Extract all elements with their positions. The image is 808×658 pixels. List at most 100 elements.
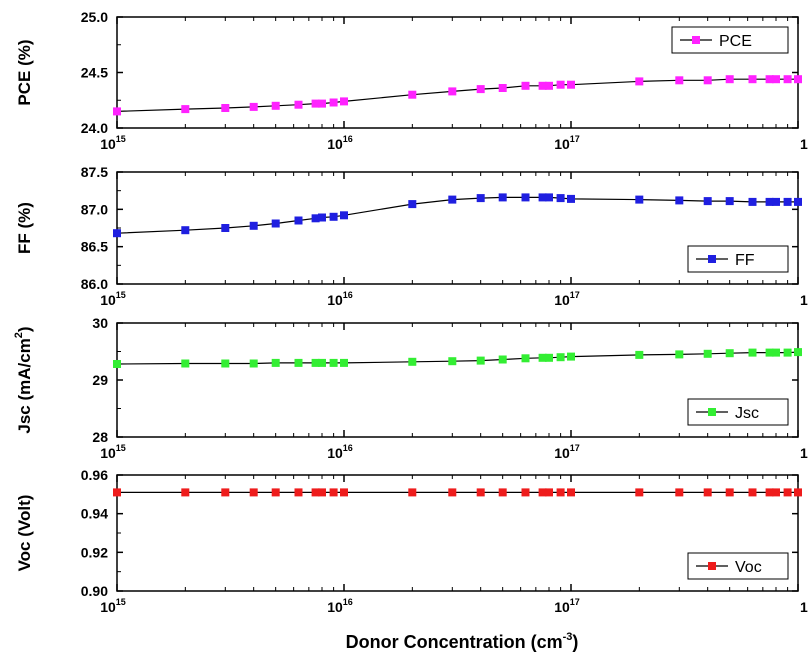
legend-voc: Voc [687,552,789,580]
y-tick-label: 28 [92,429,108,445]
x-tick-exp: 16 [343,134,353,144]
x-tick-label: 1015 [100,134,126,152]
data-point-pce [181,105,190,114]
x-tick-label: 1017 [554,290,580,308]
y-tick-label: 30 [92,315,108,331]
x-axis-label-main: Donor Concentration (cm [346,632,563,652]
data-point-pce [675,76,684,85]
data-point-ff [340,211,348,220]
data-point-voc [318,488,326,497]
x-tick-label: 1017 [554,134,580,152]
data-point-ff [521,193,530,202]
data-point-ff [567,194,575,203]
data-point-pce [545,81,553,90]
data-point-ff [748,197,757,206]
data-point-voc [408,488,417,497]
y-tick-label: 29 [92,372,108,388]
data-point-pce [221,104,230,112]
data-point-ff [538,193,547,202]
data-point-jsc [448,357,457,366]
data-point-voc [772,488,780,497]
series-line-jsc [116,351,799,365]
x-tick-base: 10 [327,136,343,152]
y-axis-label-main: Voc (Volt) [15,495,34,572]
data-point-jsc [271,358,280,367]
data-point-ff [221,224,230,232]
x-tick-exp: 17 [570,597,580,607]
x-tick-label: 1018 [800,597,808,615]
data-point-voc [703,488,712,497]
data-point-jsc [113,360,121,368]
y-tick-label: 25.0 [81,9,108,25]
y-tick-label: 86.0 [81,276,108,292]
y-tick-label: 0.96 [81,467,108,483]
x-tick-exp: 15 [116,597,126,607]
data-point-voc [294,488,303,497]
data-point-ff [783,197,792,206]
y-axis-label: FF (%) [15,202,34,254]
data-point-pce [635,77,644,86]
data-point-ff [113,229,121,238]
x-tick-base: 10 [554,136,570,152]
x-tick-label: 1018 [800,443,808,461]
data-point-voc [725,488,734,497]
legend-label: Voc [735,559,762,576]
x-tick-label: 1015 [100,443,126,461]
data-point-jsc [783,348,792,357]
data-point-voc [113,488,121,497]
x-tick-label: 1017 [554,443,580,461]
data-point-jsc [408,357,417,366]
data-point-jsc [765,348,774,357]
data-point-ff [725,197,734,206]
x-tick-base: 10 [100,136,116,152]
data-point-voc [476,488,485,497]
data-point-pce [725,75,734,84]
data-point-ff [772,197,780,206]
data-point-pce [311,99,320,108]
x-tick-exp: 17 [570,134,580,144]
y-axis-label-sup: 2 [13,332,25,338]
y-tick-label: 0.92 [81,544,108,560]
y-axis-label-end: ) [15,326,34,332]
data-point-jsc [538,353,547,362]
data-point-jsc [318,358,326,367]
x-tick-exp: 16 [343,443,353,453]
data-point-ff [794,197,802,206]
data-point-voc [794,488,802,497]
data-point-jsc [545,353,553,362]
data-point-pce [340,97,348,106]
data-point-ff [545,193,553,202]
data-point-ff [329,212,338,221]
x-tick-label: 1018 [800,134,808,152]
data-point-pce [271,101,280,110]
x-tick-label: 1016 [327,134,353,152]
data-point-ff [635,195,644,204]
data-point-pce [498,84,507,92]
x-tick-base: 10 [554,292,570,308]
x-tick-label: 1017 [554,597,580,615]
y-tick-label: 86.5 [81,239,108,255]
y-tick-label: 87.5 [81,164,108,180]
data-point-pce [703,76,712,85]
series-line-pce [116,78,798,112]
x-axis-label: Donor Concentration (cm-3) [346,631,579,652]
data-point-jsc [635,350,644,359]
data-point-jsc [675,350,684,359]
x-tick-base: 10 [800,445,808,461]
y-axis-label: PCE (%) [15,39,34,105]
x-tick-exp: 15 [116,290,126,300]
data-point-jsc [772,348,780,357]
x-axis-label-end: ) [572,632,578,652]
x-tick-label: 1016 [327,443,353,461]
data-point-ff [408,200,417,209]
data-point-voc [635,488,644,497]
x-tick-base: 10 [554,445,570,461]
data-point-voc [340,488,348,497]
data-point-voc [498,488,507,497]
panel-3: 2829301015101610171018Jsc (mA/cm2)Jsc [13,315,808,461]
x-tick-exp: 16 [343,597,353,607]
data-point-ff [448,195,457,204]
data-point-voc [221,488,230,497]
x-tick-base: 10 [327,292,343,308]
legend-marker [692,36,700,44]
